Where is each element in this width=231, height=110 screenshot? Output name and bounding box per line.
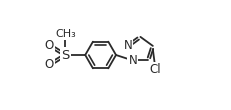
Text: CH₃: CH₃ bbox=[55, 29, 75, 39]
Text: N: N bbox=[128, 54, 137, 67]
Text: O: O bbox=[44, 38, 53, 52]
Text: N: N bbox=[123, 39, 132, 52]
Text: S: S bbox=[61, 49, 69, 61]
Text: O: O bbox=[44, 58, 53, 72]
Text: Cl: Cl bbox=[149, 63, 160, 76]
